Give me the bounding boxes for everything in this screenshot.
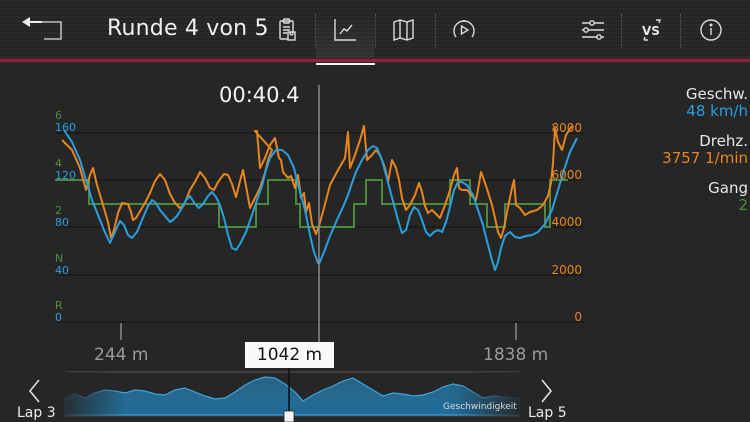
vs-icon: VS — [642, 19, 661, 41]
rpm-tick-2000: 2000 — [551, 263, 582, 277]
info-icon — [700, 19, 722, 41]
speed-readout: Geschw. 48 km/h — [686, 86, 748, 120]
toolbar-separator — [435, 14, 436, 48]
tab-replay[interactable] — [448, 12, 480, 48]
distance-start-label: 244 m — [94, 345, 149, 365]
speed-tick-120: 120 — [55, 169, 76, 182]
tab-chart[interactable] — [325, 12, 365, 48]
back-arrow-icon — [22, 17, 62, 40]
rpm-tick-8000: 8000 — [551, 121, 582, 135]
tab-map[interactable] — [389, 12, 419, 48]
rpm-tick-0: 0 — [574, 310, 582, 324]
chevron-right-icon — [541, 379, 552, 403]
telemetry-chart[interactable] — [0, 66, 750, 346]
gear-tick-2: 2 — [55, 204, 62, 217]
gear-series — [55, 179, 568, 228]
sliders-icon — [582, 20, 604, 40]
speed-series-2 — [318, 137, 578, 271]
speed-label: Geschw. — [685, 85, 748, 103]
clipboard-icon — [279, 18, 296, 41]
rpm-tick-6000: 6000 — [551, 168, 582, 182]
rpm-tick-4000: 4000 — [551, 215, 582, 229]
settings-button[interactable] — [578, 12, 608, 48]
compare-button[interactable]: VS — [637, 12, 667, 48]
lap-time: 00:40.4 — [219, 83, 300, 107]
page-title: Runde 4 von 5 — [107, 16, 269, 41]
overview-scrubber-handle[interactable] — [283, 410, 295, 422]
toolbar-separator — [375, 14, 376, 48]
line-chart-icon — [334, 19, 356, 41]
gear-readout: Gang 2 — [708, 180, 748, 214]
back-button[interactable] — [18, 14, 68, 44]
rpm-value: 3757 1/min — [662, 149, 748, 167]
speed-tick-160: 160 — [55, 121, 76, 134]
speedometer-play-icon — [453, 20, 475, 38]
next-lap-button[interactable] — [537, 378, 557, 404]
gear-tick-6: 6 — [55, 109, 62, 122]
previous-lap-label[interactable]: Lap 3 — [17, 405, 56, 421]
speed-tick-0: 0 — [55, 311, 62, 324]
speed-series — [63, 129, 320, 265]
previous-lap-button[interactable] — [25, 378, 45, 404]
toolbar-separator — [315, 14, 316, 48]
distance-end-label: 1838 m — [483, 345, 549, 365]
rpm-label: Drehz. — [699, 132, 748, 150]
gear-tick-r: R — [55, 299, 63, 312]
svg-text:VS: VS — [642, 24, 660, 38]
rpm-series — [61, 130, 320, 239]
speed-value: 48 km/h — [686, 102, 748, 120]
toolbar-separator — [621, 14, 622, 48]
chevron-left-icon — [29, 379, 40, 403]
overview-channel-label: Geschwindigkeit — [443, 402, 517, 412]
gear-tick-4: 4 — [55, 157, 62, 170]
active-tab-highlight — [316, 14, 374, 58]
gear-label: Gang — [708, 179, 748, 197]
rpm-series-2 — [318, 125, 573, 239]
accent-divider-shadow — [0, 58, 750, 59]
accent-divider — [0, 59, 750, 62]
cursor-distance-badge: 1042 m — [245, 342, 334, 368]
gear-value: 2 — [738, 196, 748, 214]
active-tab-indicator — [316, 63, 375, 65]
map-icon — [393, 19, 414, 41]
next-lap-label[interactable]: Lap 5 — [528, 405, 567, 421]
info-button[interactable] — [697, 12, 725, 48]
gear-tick-n: N — [55, 252, 64, 265]
tab-details[interactable] — [272, 12, 302, 48]
overview-track[interactable] — [0, 365, 750, 422]
overview-fade — [55, 372, 525, 417]
toolbar-separator — [680, 14, 681, 48]
rpm-readout: Drehz. 3757 1/min — [662, 133, 748, 167]
speed-tick-40: 40 — [55, 264, 69, 277]
speed-tick-80: 80 — [55, 216, 69, 229]
